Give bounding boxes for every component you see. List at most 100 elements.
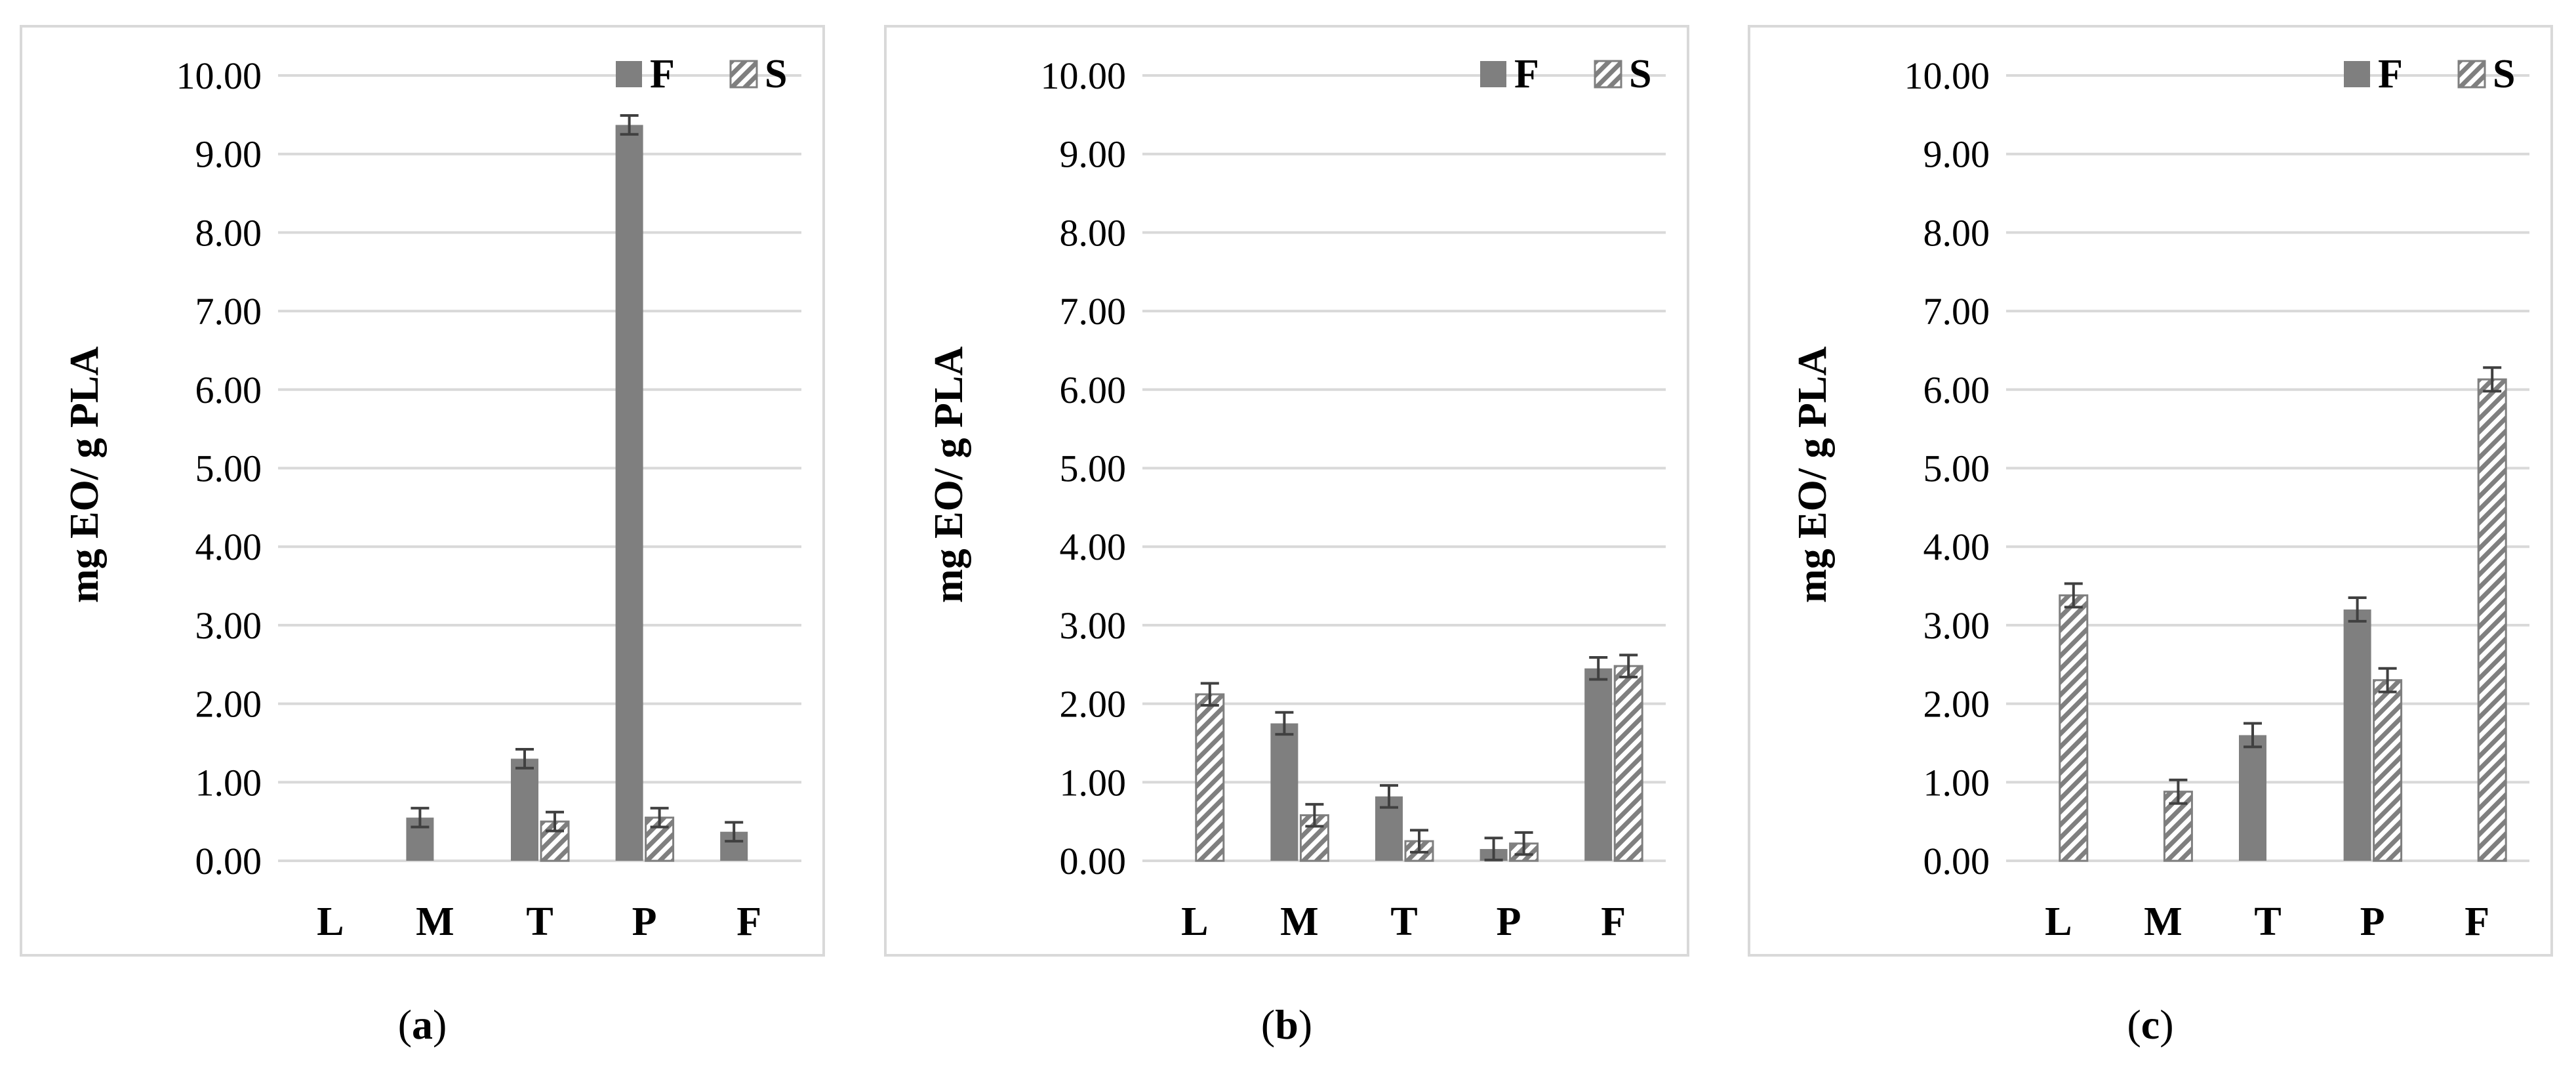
error-bar xyxy=(2064,582,2083,609)
legend-swatch-s xyxy=(729,60,758,89)
chart-panel-a: 0.00 1.00 2.00 3.00 4.00 5.00 6.00 7.00 8.00 9.00… xyxy=(20,25,825,957)
legend-swatch-f xyxy=(2344,61,2370,87)
x-tick-label: F xyxy=(736,900,761,944)
legend-swatch-s xyxy=(2457,60,2486,89)
legend-label-s: S xyxy=(1629,52,1651,96)
y-tick-label: 3.00 xyxy=(1923,604,1990,647)
y-tick-label: 8.00 xyxy=(195,211,262,254)
x-tick-label: T xyxy=(2254,900,2281,944)
y-tick-label: 9.00 xyxy=(1060,133,1127,176)
chart-panel-c: 0.00 1.00 2.00 3.00 4.00 5.00 6.00 7.00 8.00 9.00… xyxy=(1748,25,2553,957)
y-tick-label: 8.00 xyxy=(1923,211,1990,254)
y-tick-label: 3.00 xyxy=(1060,604,1127,647)
x-tick-label: F xyxy=(2465,900,2489,944)
y-tick-label: 5.00 xyxy=(195,447,262,490)
caption-a: (a) xyxy=(397,1001,447,1048)
error-bar xyxy=(1410,829,1428,854)
legend-swatch-f xyxy=(1480,61,1506,87)
y-tick-label: 0.00 xyxy=(1060,840,1127,882)
x-tick-label: L xyxy=(1181,900,1208,944)
y-tick-label: 10.00 xyxy=(1904,54,1990,97)
y-tick-label: 0.00 xyxy=(195,840,262,882)
y-tick-label: 2.00 xyxy=(1923,683,1990,726)
y-tick-label: 3.00 xyxy=(195,604,262,647)
y-axis-label: mg EO/ g PLA xyxy=(1790,346,1835,603)
y-tick-label: 4.00 xyxy=(195,526,262,568)
caption-c: (c) xyxy=(2127,1001,2174,1048)
bar-f-p xyxy=(2343,609,2371,861)
caption-b: (b) xyxy=(1260,1001,1313,1048)
error-bar xyxy=(515,748,534,770)
error-bar xyxy=(1514,831,1533,856)
chart-svg-b: 0.00 1.00 2.00 3.00 4.00 5.00 6.00 7.00 8.00 9.00… xyxy=(927,52,1666,944)
error-bar xyxy=(2483,366,2502,393)
bar-f-t xyxy=(2239,735,2266,861)
x-tick-label: P xyxy=(1497,900,1521,944)
error-bar xyxy=(2348,596,2367,623)
x-tick-label: P xyxy=(632,900,657,944)
y-tick-label: 6.00 xyxy=(195,369,262,411)
y-tick-label: 6.00 xyxy=(1923,369,1990,411)
error-bar xyxy=(620,114,639,136)
bar-f-p xyxy=(615,125,643,861)
x-tick-label: L xyxy=(317,900,344,944)
bar-f-f xyxy=(1584,668,1613,861)
error-bar xyxy=(411,806,430,829)
y-axis-label: mg EO/ g PLA xyxy=(62,346,107,603)
y-tick-label: 1.00 xyxy=(195,761,262,804)
x-tick-label: T xyxy=(526,900,553,944)
legend-label-s: S xyxy=(2493,52,2515,96)
y-tick-label: 10.00 xyxy=(1041,54,1127,97)
error-bar xyxy=(725,821,744,843)
bar-s-l xyxy=(2059,594,2089,862)
y-tick-label: 8.00 xyxy=(1060,211,1127,254)
legend-swatch-f xyxy=(616,61,642,87)
y-tick-label: 9.00 xyxy=(1923,133,1990,176)
y-tick-label: 4.00 xyxy=(1923,526,1990,568)
error-bar xyxy=(1200,682,1219,707)
y-tick-label: 7.00 xyxy=(195,290,262,333)
error-bar xyxy=(1619,653,1638,678)
x-tick-label: M xyxy=(2144,900,2183,944)
error-bar xyxy=(546,810,564,833)
legend-label-s: S xyxy=(765,52,787,96)
legend-swatch-s xyxy=(1594,60,1622,89)
y-tick-label: 5.00 xyxy=(1923,447,1990,490)
chart-svg-c: 0.00 1.00 2.00 3.00 4.00 5.00 6.00 7.00 8.00 9.00… xyxy=(1790,52,2529,944)
y-tick-label: 5.00 xyxy=(1060,447,1127,490)
legend-label-f: F xyxy=(2378,52,2403,96)
legend-label-f: F xyxy=(650,52,675,96)
y-tick-label: 7.00 xyxy=(1923,290,1990,333)
y-axis-label: mg EO/ g PLA xyxy=(927,346,971,603)
y-tick-label: 4.00 xyxy=(1060,526,1127,568)
bar-s-l xyxy=(1195,693,1225,862)
bar-f-t xyxy=(511,758,538,861)
error-bar xyxy=(2244,722,2262,749)
x-tick-label: L xyxy=(2045,900,2072,944)
legend-label-f: F xyxy=(1514,52,1539,96)
x-tick-label: T xyxy=(1390,900,1417,944)
bar-f-m xyxy=(1270,723,1298,861)
chart-panel-b: 0.00 1.00 2.00 3.00 4.00 5.00 6.00 7.00 8.00 9.00… xyxy=(884,25,1689,957)
x-tick-label: F xyxy=(1601,900,1626,944)
y-tick-label: 1.00 xyxy=(1060,761,1127,804)
y-tick-label: 2.00 xyxy=(195,683,262,726)
y-tick-label: 0.00 xyxy=(1923,840,1990,882)
y-tick-label: 10.00 xyxy=(176,54,262,97)
error-bar xyxy=(1305,802,1324,828)
bar-s-f xyxy=(1613,665,1643,862)
bar-s-p xyxy=(2373,679,2403,862)
error-bar xyxy=(650,806,669,829)
x-tick-label: M xyxy=(416,900,454,944)
y-tick-label: 9.00 xyxy=(195,133,262,176)
x-tick-label: P xyxy=(2360,900,2385,944)
y-tick-label: 1.00 xyxy=(1923,761,1990,804)
error-bar xyxy=(1275,711,1294,736)
error-bar xyxy=(1589,655,1608,681)
error-bar xyxy=(1484,837,1503,861)
y-tick-label: 6.00 xyxy=(1060,369,1127,411)
y-tick-label: 2.00 xyxy=(1060,683,1127,726)
error-bar xyxy=(2378,667,2397,693)
x-tick-label: M xyxy=(1280,900,1319,944)
chart-svg-a: 0.00 1.00 2.00 3.00 4.00 5.00 6.00 7.00 8.00 9.00… xyxy=(62,52,801,944)
